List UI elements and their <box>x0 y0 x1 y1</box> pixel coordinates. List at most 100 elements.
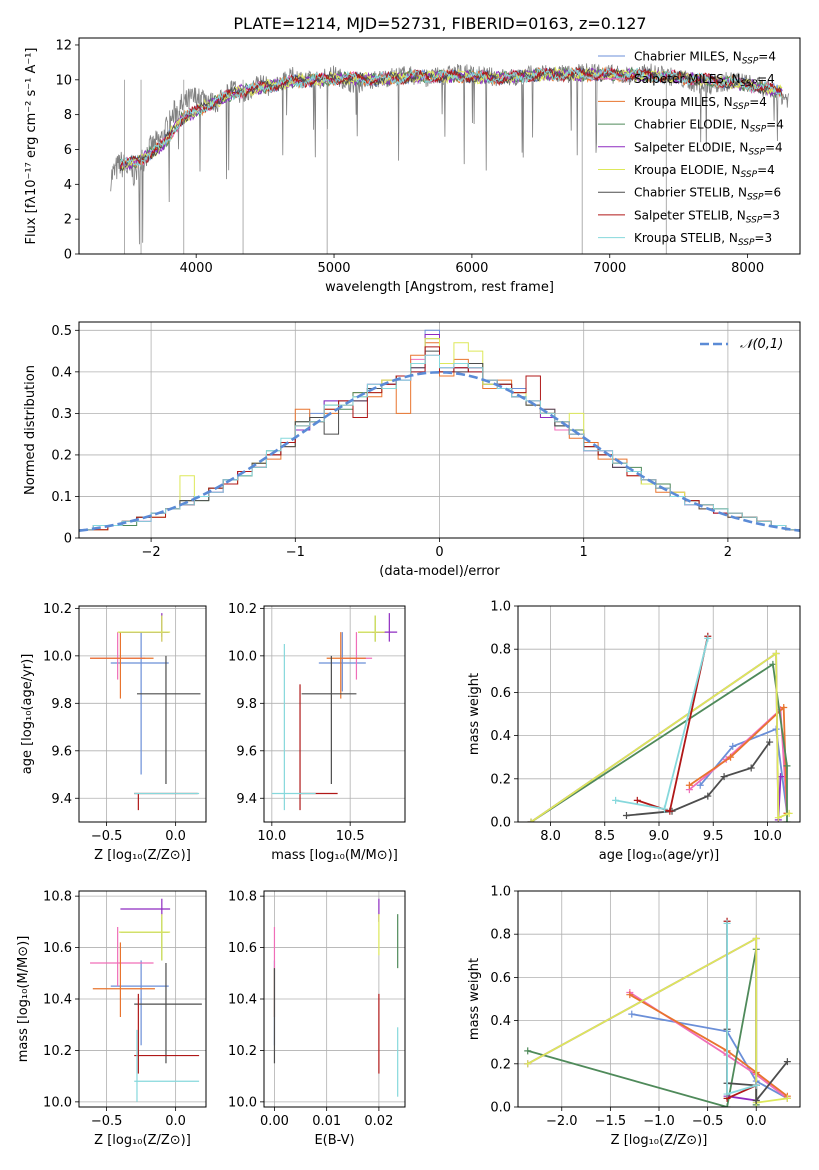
legend-label-chabrier-stelib: Chabrier STELIB, NSSP=6 <box>634 186 781 203</box>
axes-frame <box>78 605 207 823</box>
axes-frame <box>78 37 801 255</box>
weight-marker-chabrier-miles <box>729 742 737 750</box>
y-axis-label: age [log₁₀(age/yr)] <box>20 654 35 775</box>
normal-curve <box>79 370 800 532</box>
y-tick-label: 10.0 <box>43 649 72 664</box>
x-tick-label: 6000 <box>455 261 488 276</box>
weight-marker-kroupa-stelib <box>704 634 712 642</box>
x-tick-label: 8.0 <box>540 829 561 844</box>
legend-label-kroupa-elodie: Kroupa ELODIE, NSSP=4 <box>634 163 775 180</box>
y-tick-label: 0.6 <box>490 971 511 986</box>
y-tick-label: 10.0 <box>228 1095 257 1110</box>
weight-marker-chabrier-miles <box>696 781 704 789</box>
chart-age-vs-z: −0.5 0.0 9.4 9.6 9.8 10.0 10.2 Z [log₁₀(Z/Z⊙)] a… <box>20 602 207 863</box>
weight-marker-chabrier-stelib <box>752 1097 760 1105</box>
x-tick-label: 5000 <box>317 261 350 276</box>
weight-line-chabrier-elodie <box>530 662 788 822</box>
x-axis-label: mass [log₁₀(M/M⊙)] <box>271 848 398 863</box>
y-tick-label: 10.8 <box>228 890 257 905</box>
y-tick-label: 9.4 <box>236 792 257 807</box>
legend-label-salpeter-miles: Salpeter MILES, NSSP=4 <box>634 72 775 89</box>
y-axis-label: mass [log₁₀(M/M⊙)] <box>16 936 31 1063</box>
axes-frame <box>263 605 406 823</box>
x-tick-label: 8.5 <box>594 829 615 844</box>
y-tick-label: 10.2 <box>43 602 72 617</box>
spectrum-legend: Chabrier MILES, NSSP=4 Salpeter MILES, NS… <box>598 50 784 248</box>
weight-marker-kroupa-elodie <box>785 809 793 817</box>
axes-frame <box>517 890 801 1108</box>
weight-marker-kroupa-stelib <box>752 1081 760 1089</box>
y-tick-label: 10.6 <box>228 941 257 956</box>
x-tick-label: 9.5 <box>703 829 724 844</box>
y-axis-label: mass weight <box>467 673 482 755</box>
x-tick-label: 0.0 <box>165 1114 186 1129</box>
y-tick-label: 9.6 <box>51 744 72 759</box>
histogram-steps <box>79 329 800 538</box>
weight-marker-chabrier-stelib <box>704 792 712 800</box>
y-tick-label: 10.2 <box>43 1044 72 1059</box>
y-tick-label: 10.0 <box>43 1095 72 1110</box>
chart-mass-vs-ebv: 0.00 0.01 0.02 10.0 10.2 10.4 10.6 10.8 E(B-V) <box>228 890 406 1148</box>
x-tick-label: 8000 <box>731 261 764 276</box>
y-axis-label: Normed distribution <box>23 365 38 495</box>
weight-marker-kroupa-elodie <box>774 814 782 822</box>
weight-marker-kroupa-miles <box>685 781 693 789</box>
weight-line-salpeter-miles <box>688 707 788 814</box>
y-tick-label: 9.4 <box>51 792 72 807</box>
x-tick-label: −2.0 <box>546 1114 578 1129</box>
errorbars <box>273 898 399 1097</box>
weight-marker-chabrier-elodie <box>783 762 791 770</box>
x-tick-label: 0.01 <box>312 1114 341 1129</box>
x-tick-label: −1.5 <box>595 1114 627 1129</box>
x-tick-label: 4000 <box>180 261 213 276</box>
y-axis-label: mass weight <box>467 958 482 1040</box>
y-tick-label: 0.1 <box>51 490 72 505</box>
x-tick-label: 0.0 <box>165 829 186 844</box>
y-tick-label: 10.6 <box>43 941 72 956</box>
y-tick-label: 1.0 <box>490 885 511 900</box>
y-tick-label: 0.5 <box>51 324 72 339</box>
y-tick-label: 10.2 <box>228 602 257 617</box>
weight-line-salpeter-miles <box>629 991 788 1100</box>
y-tick-label: 12 <box>55 38 72 53</box>
axes-frame <box>517 605 801 823</box>
y-tick-label: 10.4 <box>43 993 72 1008</box>
legend-label-salpeter-stelib: Salpeter STELIB, NSSP=3 <box>634 208 780 225</box>
x-axis-label: age [log₁₀(age/yr)] <box>599 848 720 863</box>
chart-residuals: −2 −1 0 1 2 0 0.1 0.2 0.3 0.4 0.5 (data-model)/erro… <box>23 321 801 579</box>
y-tick-label: 0.0 <box>490 816 511 831</box>
weight-marker-kroupa-stelib <box>723 919 731 927</box>
x-tick-label: −2 <box>142 545 161 560</box>
weight-marker-kroupa-miles <box>626 991 634 999</box>
weight-marker-kroupa-elodie <box>527 818 535 822</box>
x-tick-label: 10.0 <box>753 829 782 844</box>
x-tick-label: 10.5 <box>336 829 365 844</box>
weight-marker-chabrier-stelib <box>622 812 630 820</box>
weight-lines <box>524 917 791 1107</box>
y-tick-label: 1.0 <box>490 600 511 615</box>
axes-frame <box>263 890 406 1108</box>
y-axis-label: Flux [fλ10⁻¹⁷ erg cm⁻² s⁻¹ A⁻¹] <box>24 48 39 245</box>
weight-marker-salpeter-stelib <box>633 796 641 804</box>
y-tick-label: 10 <box>55 73 72 88</box>
y-tick-label: 0.8 <box>490 643 511 658</box>
weight-marker-chabrier-elodie <box>783 818 791 822</box>
y-tick-label: 9.6 <box>236 744 257 759</box>
x-axis-label: E(B-V) <box>314 1133 354 1148</box>
x-tick-label: −0.5 <box>91 1114 123 1129</box>
y-tick-label: 0.2 <box>490 772 511 787</box>
x-tick-label: 1 <box>580 545 588 560</box>
weight-marker-chabrier-stelib <box>747 764 755 772</box>
errorbars <box>90 898 202 1102</box>
weight-marker-chabrier-stelib <box>783 1058 791 1066</box>
chart-weight-vs-z: −2.0 −1.5 −1.0 −0.5 0.0 0.0 0.2 0.4 0.6 0.8 1.0 Z [… <box>467 885 801 1148</box>
y-tick-label: 6 <box>64 143 72 158</box>
x-tick-label: 0.02 <box>364 1114 393 1129</box>
y-tick-label: 2 <box>64 213 72 228</box>
x-axis-label: Z [log₁₀(Z/Z⊙)] <box>611 1133 708 1148</box>
y-tick-label: 4 <box>64 178 72 193</box>
x-axis-label: (data-model)/error <box>379 564 500 579</box>
y-tick-label: 0.3 <box>51 407 72 422</box>
weight-line-kroupa-elodie <box>530 651 790 822</box>
